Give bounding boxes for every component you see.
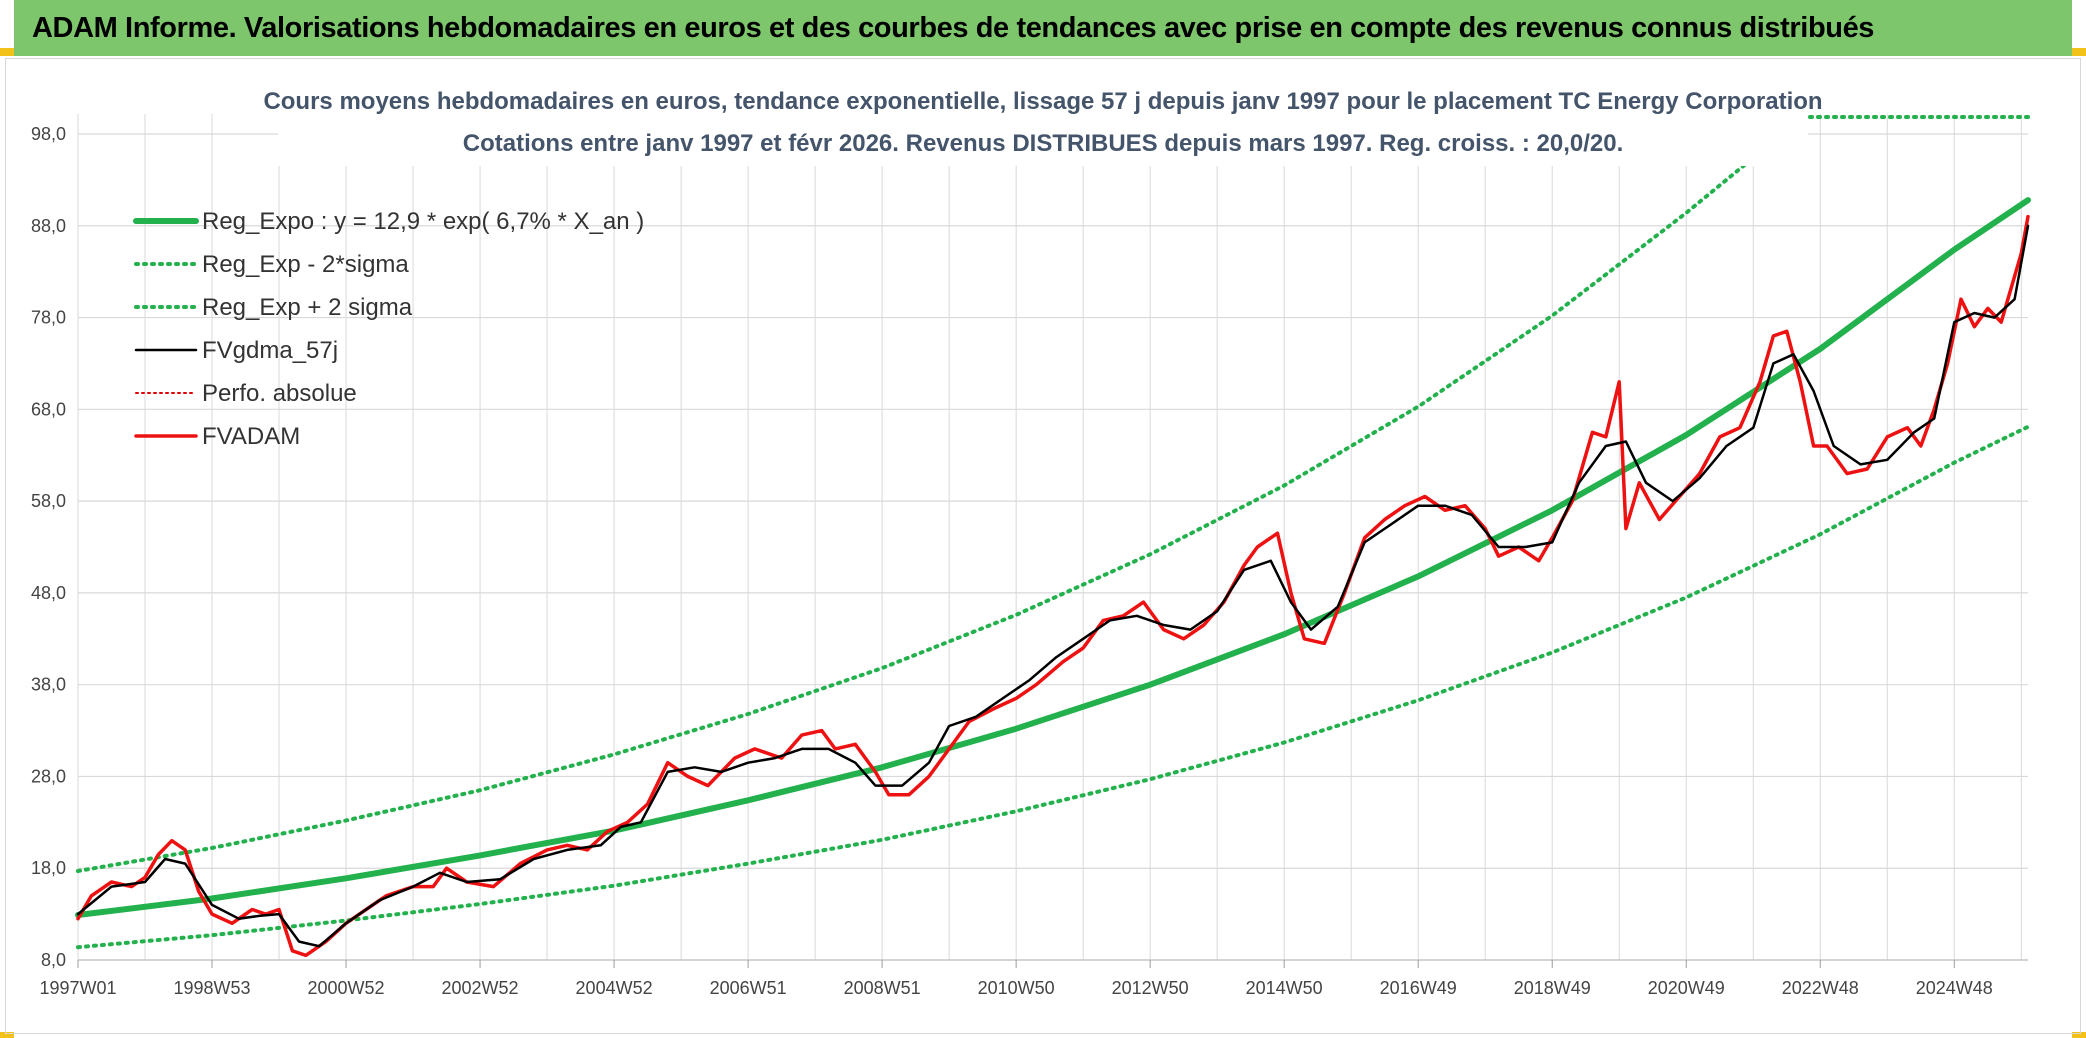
chart-subtitle-line2: Cotations entre janv 1997 et févr 2026. … [463,130,1624,157]
y-tick-label: 38,0 [31,675,66,695]
y-tick-label: 78,0 [31,308,66,328]
y-tick-label: 58,0 [31,491,66,511]
corner-marker-bottom-left [0,1032,14,1038]
reg-minus-2sigma-line [76,424,2030,950]
x-tick-label: 2010W50 [978,978,1055,998]
chart-area-border [5,58,2081,1034]
chart-subtitle-line1: Cours moyens hebdomadaires en euros, ten… [263,88,1822,115]
reg-expo-line [75,197,2031,918]
y-tick-label: 18,0 [31,858,66,878]
x-tick-label: 2002W52 [442,978,519,998]
x-tick-label: 2008W51 [844,978,921,998]
y-tick-label: 8,0 [41,950,66,970]
y-tick-label: 48,0 [31,583,66,603]
y-tick-label: 68,0 [31,399,66,419]
y-tick-label: 98,0 [31,124,66,144]
y-axis-ticks: 98,0 88,0 78,0 68,0 58,0 48,0 38,0 28,0 18,0 8,0 [31,124,66,970]
grid-lines [77,114,2028,961]
chart-legend: Reg_Expo : y = 12,9 * exp( 6,7% * X_an )… [133,208,644,450]
legend-reg-expo: Reg_Expo : y = 12,9 * exp( 6,7% * X_an ) [133,208,644,235]
reg-plus-2sigma-line [76,144,1769,873]
x-tick-label: 2004W52 [576,978,653,998]
report-title: ADAM Informe. Valorisations hebdomadaire… [32,11,1875,44]
legend-label: FVgdma_57j [202,337,338,364]
corner-marker-bottom-right [2072,1032,2086,1038]
legend-reg-plus-2sigma: Reg_Exp + 2 sigma [134,294,413,321]
report-title-banner: ADAM Informe. Valorisations hebdomadaire… [14,0,2072,56]
x-tick-label: 2016W49 [1380,978,1457,998]
x-tick-label: 2018W49 [1514,978,1591,998]
x-tick-label: 1998W53 [173,978,250,998]
fvadam-line [76,214,2030,958]
legend-label: Reg_Exp + 2 sigma [202,294,413,321]
x-tick-label: 2000W52 [308,978,385,998]
legend-label: Reg_Exp - 2*sigma [202,251,409,278]
fvgdma-57j-line [76,224,2030,948]
corner-marker-top-left [0,48,14,56]
subtitle-backdrop [278,84,1808,166]
x-tick-label: 1997W01 [39,978,116,998]
x-tick-label: 2012W50 [1112,978,1189,998]
y-tick-label: 28,0 [31,766,66,786]
x-tick-label: 2006W51 [710,978,787,998]
perfo-absolue-line [77,224,2029,948]
legend-perfo-absolue: Perfo. absolue [135,380,357,407]
x-axis-ticks: 1997W01 1998W53 2000W52 2002W52 2004W52 2006W… [39,960,1993,998]
corner-marker-top-right [2072,48,2086,56]
legend-label: Perfo. absolue [202,380,357,407]
x-tick-label: 2024W48 [1916,978,1993,998]
x-tick-label: 2014W50 [1246,978,1323,998]
x-tick-label: 2022W48 [1782,978,1859,998]
legend-label: Reg_Expo : y = 12,9 * exp( 6,7% * X_an ) [202,208,644,235]
legend-fvgdma-57j: FVgdma_57j [134,337,338,364]
legend-fvadam: FVADAM [134,423,300,450]
y-tick-label: 88,0 [31,216,66,236]
legend-reg-minus-2sigma: Reg_Exp - 2*sigma [134,251,409,278]
x-tick-label: 2020W49 [1648,978,1725,998]
series-lines [75,115,2031,958]
legend-label: FVADAM [202,423,300,450]
